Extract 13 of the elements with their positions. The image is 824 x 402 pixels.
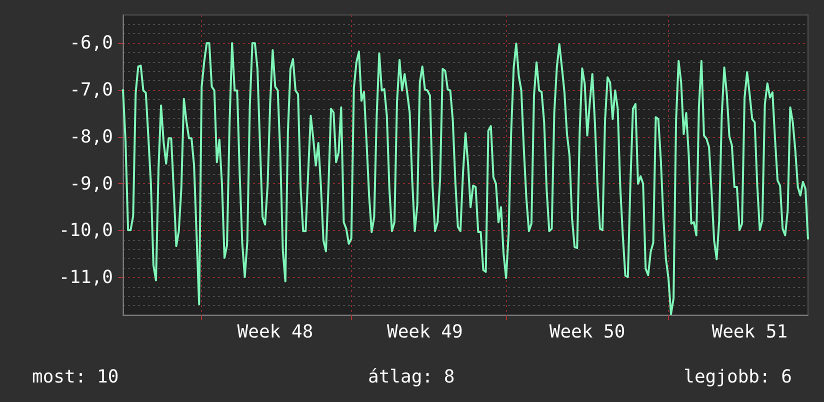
text: átlag: 8 xyxy=(368,366,455,388)
x-tick-label: Week 48 xyxy=(237,322,314,342)
x-tick-label: Week 51 xyxy=(712,322,788,342)
y-tick-label: -10,0 xyxy=(58,220,113,242)
y-tick-label: -9,0 xyxy=(70,173,113,194)
y-tick-label: -11,0 xyxy=(58,267,113,288)
y-tick-label: -7,0 xyxy=(70,80,113,100)
text: legjobb: 6 xyxy=(684,366,792,388)
y-tick-label: -8,0 xyxy=(70,126,113,148)
x-tick-label: Week 50 xyxy=(549,322,626,342)
text: most: 10 xyxy=(32,366,119,388)
y-tick-label: -6,0 xyxy=(70,32,113,54)
x-tick-label: Week 49 xyxy=(386,322,463,342)
